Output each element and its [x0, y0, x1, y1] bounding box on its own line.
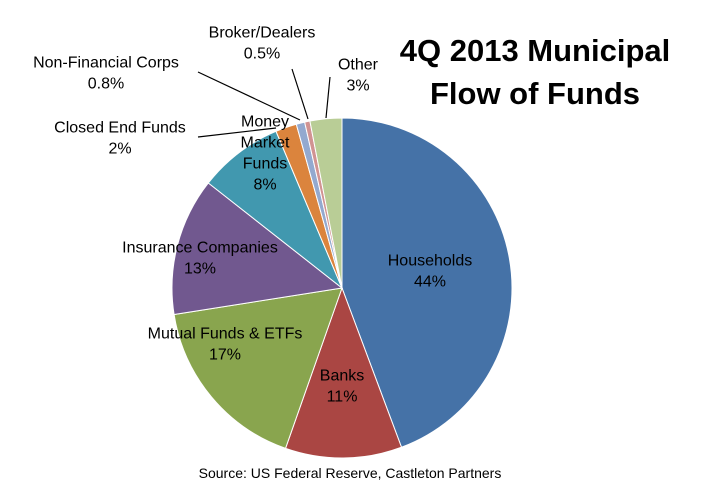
- pie-slice-3: [171, 182, 344, 316]
- chart-title-line-2: Flow of Funds: [430, 76, 640, 111]
- slice-label-2-line-0: Mutual Funds & ETFs: [148, 326, 303, 343]
- leader-line-7: [291, 68, 309, 120]
- chart-source-note: Source: US Federal Reserve, Castleton Pa…: [199, 465, 502, 481]
- pie-slice-1: [284, 286, 403, 459]
- slice-label-5-line-0: Closed End Funds: [54, 120, 186, 137]
- slice-label-8-line-0: Other: [338, 57, 379, 74]
- pie-slice-8: [309, 117, 343, 289]
- slice-label-6-line-0: Non-Financial Corps: [33, 55, 179, 72]
- pie-slice-2: [173, 287, 343, 449]
- slice-label-4-line-1: Market: [241, 135, 290, 152]
- slice-percent-2: 17%: [209, 347, 241, 364]
- leader-line-5: [197, 127, 277, 138]
- slice-percent-7: 0.5%: [244, 46, 280, 63]
- slice-percent-6: 0.8%: [88, 76, 124, 93]
- leader-line-6: [197, 71, 301, 121]
- slice-percent-8: 3%: [346, 78, 369, 95]
- slice-label-0-line-0: Households: [388, 253, 473, 270]
- pie-slice-0: [341, 117, 513, 448]
- leader-line-8: [325, 76, 331, 119]
- slice-percent-3: 13%: [184, 261, 216, 278]
- slice-percent-4: 8%: [253, 177, 276, 194]
- slice-label-4-line-0: Money: [241, 114, 289, 131]
- slice-percent-0: 44%: [414, 274, 446, 291]
- slice-label-7-line-0: Broker/Dealers: [209, 25, 316, 42]
- slice-label-4-line-2: Funds: [243, 156, 287, 173]
- slice-label-3-line-0: Insurance Companies: [122, 240, 278, 257]
- slice-percent-1: 11%: [327, 389, 358, 406]
- slice-percent-5: 2%: [108, 141, 131, 158]
- slice-label-1-line-0: Banks: [320, 368, 364, 385]
- chart-title-line-1: 4Q 2013 Municipal: [400, 33, 671, 68]
